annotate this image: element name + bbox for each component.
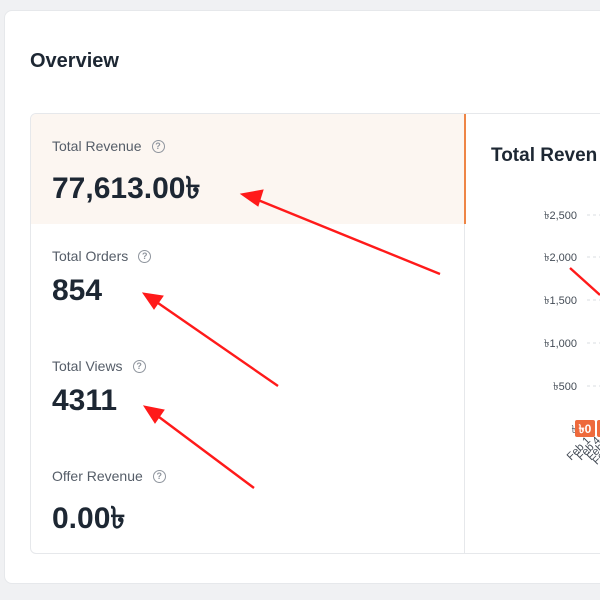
metric-value: 854	[52, 274, 103, 307]
metric-label: Total Views	[52, 358, 123, 374]
metric-value: 4311	[52, 384, 118, 417]
chart-y-tick-label: ৳1,000	[544, 338, 577, 350]
svg-text:৳0: ৳0	[579, 422, 592, 436]
page-title: Overview	[30, 50, 119, 72]
chart-data-label: ৳0	[575, 420, 595, 437]
metric-label: Offer Revenue	[52, 468, 143, 484]
metric-label: Total Orders	[52, 248, 129, 264]
chart-y-tick-label: ৳500	[553, 381, 577, 393]
help-icon[interactable]: ?	[138, 249, 152, 263]
chart-y-tick-label: ৳2,500	[544, 210, 577, 222]
chart-data-label: ৳0	[597, 420, 600, 437]
chart-y-tick-label: ৳1,500	[544, 295, 577, 307]
chart-y-tick-label: ৳2,000	[544, 252, 577, 264]
metrics-column: Total Revenue ? 77,613.00৳ Total Orders …	[31, 114, 466, 553]
metric-offer-revenue[interactable]: Offer Revenue ? 0.00৳	[31, 444, 464, 553]
metric-value: 0.00৳	[52, 502, 126, 535]
metric-total-views[interactable]: Total Views ? 4311	[31, 334, 464, 444]
metrics-panel: Total Revenue ? 77,613.00৳ Total Orders …	[30, 113, 600, 554]
help-icon[interactable]: ?	[132, 359, 146, 373]
chart-y-tick-label: ৳	[572, 424, 577, 436]
help-icon[interactable]: ?	[152, 469, 166, 483]
metric-total-revenue[interactable]: Total Revenue ? 77,613.00৳	[31, 114, 466, 224]
metric-label: Total Revenue	[52, 138, 142, 154]
metric-total-orders[interactable]: Total Orders ? 854	[31, 224, 464, 334]
chart-panel: Total Reven ৳2,500 ৳2,000 ৳1,500 ৳1,000 ৳500…	[465, 114, 600, 553]
help-icon[interactable]: ?	[151, 139, 165, 153]
chart-title: Total Reven	[491, 145, 598, 166]
metric-value: 77,613.00৳	[52, 172, 201, 205]
